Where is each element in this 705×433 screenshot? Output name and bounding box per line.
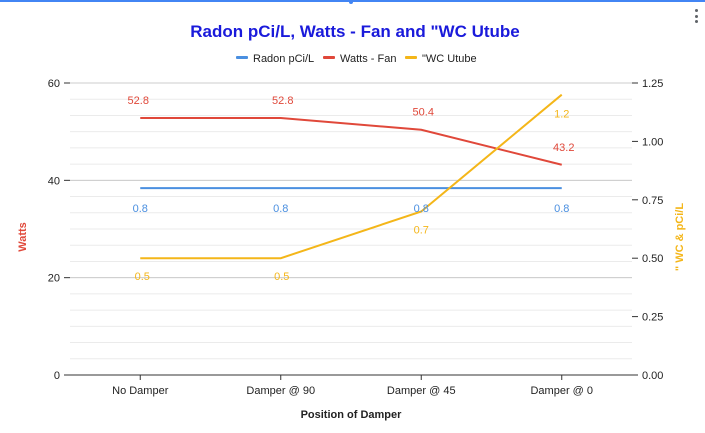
data-label: 0.8 <box>133 203 148 215</box>
data-label: 0.8 <box>414 203 429 215</box>
left-y-tick-label: 0 <box>54 370 60 382</box>
data-label: 0.7 <box>414 224 429 236</box>
right-y-tick-label: 0.00 <box>642 370 663 382</box>
legend-label: Radon pCi/L <box>253 53 314 65</box>
top-drag-handle[interactable] <box>349 0 353 4</box>
series-line-2 <box>140 93 563 260</box>
left-y-tick-label: 40 <box>48 175 60 187</box>
x-tick-label: No Damper <box>112 385 169 397</box>
data-label: 1.2 <box>554 109 569 121</box>
data-label: 0.5 <box>135 271 150 283</box>
chart-title: Radon pCi/L, Watts - Fan and "WC Utube <box>190 22 519 41</box>
right-y-tick-label: 1.00 <box>642 136 663 148</box>
right-y-tick-label: 0.50 <box>642 253 663 265</box>
data-label: 0.8 <box>273 203 288 215</box>
data-label: 0.5 <box>274 271 289 283</box>
legend-label: "WC Utube <box>422 53 477 65</box>
data-label: 52.8 <box>272 95 293 107</box>
series-layer <box>140 93 563 260</box>
x-axis-title: Position of Damper <box>301 409 403 421</box>
right-y-tick-label: 0.75 <box>642 195 663 207</box>
data-labels: 0.8 0.8 0.8 0.8 52.8 52.8 50.4 43.2 0.5 0.5 0.7 1.2 <box>128 95 575 283</box>
left-y-tick-label: 20 <box>48 273 60 285</box>
legend-label: Watts - Fan <box>340 53 396 65</box>
legend-swatch <box>405 56 417 59</box>
x-tick-label: Damper @ 90 <box>246 385 315 397</box>
data-label: 50.4 <box>413 107 434 119</box>
x-tick-label: Damper @ 45 <box>387 385 456 397</box>
legend-swatch <box>236 56 248 59</box>
more-vert-icon[interactable] <box>691 8 701 24</box>
data-label: 52.8 <box>128 95 149 107</box>
series-line-1 <box>140 117 562 166</box>
data-label: 0.8 <box>554 203 569 215</box>
legend: Radon pCi/L Watts - Fan "WC Utube <box>236 53 477 65</box>
axes: 0 20 40 60 0.00 0.25 0.50 0.75 1.00 1.25 No Damper… <box>48 78 664 397</box>
left-y-tick-label: 60 <box>48 78 60 90</box>
x-tick-label: Damper @ 0 <box>530 385 593 397</box>
legend-swatch <box>323 56 335 59</box>
data-label: 43.2 <box>553 142 574 154</box>
left-y-axis-title: Watts <box>17 222 29 252</box>
right-y-tick-label: 1.25 <box>642 78 663 90</box>
right-y-axis-title: " WC & pCi/L <box>674 203 686 271</box>
right-y-tick-label: 0.25 <box>642 312 663 324</box>
